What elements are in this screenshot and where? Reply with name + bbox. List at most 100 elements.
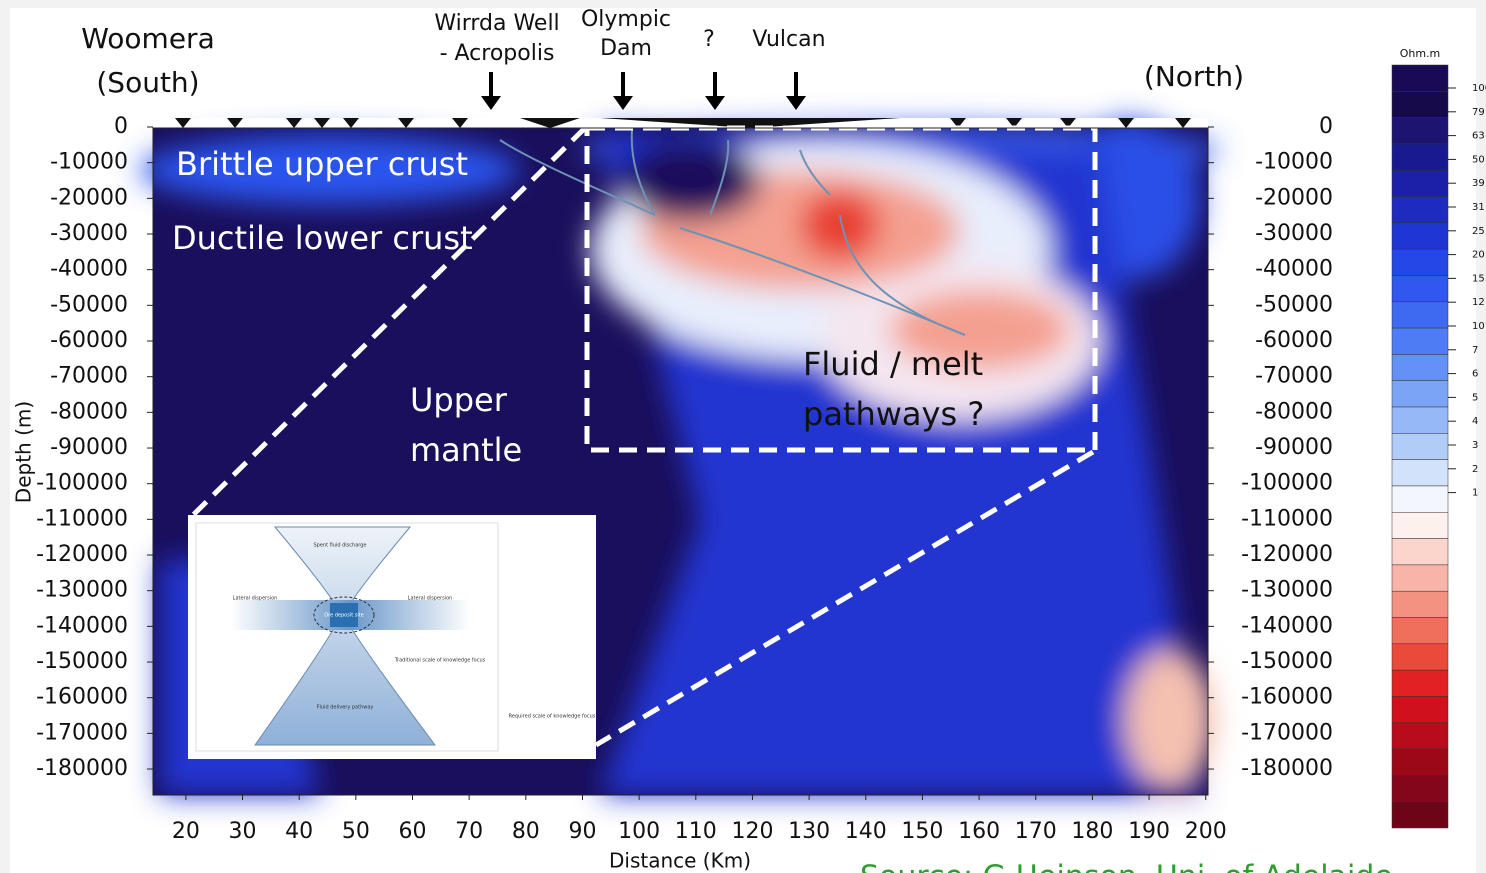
y2-tick-label: 0 [1319, 114, 1333, 139]
colorbar-label: Ohm.m [1400, 47, 1441, 60]
colorbar-tick-label: 6 [1472, 369, 1478, 380]
colorbar-step [1392, 433, 1448, 459]
chart: Spent fluid discharge Lateral dispersion… [0, 0, 1486, 873]
x-tick-label: 70 [455, 819, 483, 844]
colorbar-tick-label: 2 [1472, 464, 1478, 475]
y2-tick-label: -100000 [1241, 471, 1333, 496]
inset-label: Lateral dispersion [233, 596, 278, 602]
y2-tick-label: -160000 [1241, 685, 1333, 710]
y-tick-label: -50000 [50, 292, 128, 317]
annotation: Ductile lower crust [172, 219, 473, 257]
y2-tick-label: -170000 [1241, 720, 1333, 745]
x-tick-label: 130 [788, 819, 830, 844]
y-tick-label: -10000 [50, 150, 128, 175]
x-tick-label: 100 [618, 819, 660, 844]
source-note: Source: G Heinson, Uni. of Adelaide [860, 860, 1393, 873]
colorbar-step [1392, 354, 1448, 380]
y-tick-label: -150000 [36, 649, 128, 674]
colorbar-tick-label: 12 [1472, 297, 1485, 308]
y2-tick-label: -140000 [1241, 613, 1333, 638]
x-tick-label: 40 [285, 819, 313, 844]
inset-label: Lateral dispersion [408, 596, 453, 602]
inset-label: Required scale of knowledge focus [509, 714, 596, 720]
y-tick-label: -20000 [50, 185, 128, 210]
y2-tick-label: -130000 [1241, 578, 1333, 603]
x-axis-label: Distance (Km) [609, 849, 751, 873]
y-axis-label: Depth (m) [12, 401, 36, 503]
colorbar-tick-label: 63 [1472, 131, 1485, 142]
annotation: Fluid / melt [803, 345, 983, 383]
y-tick-label: -170000 [36, 720, 128, 745]
y-tick-label: -160000 [36, 685, 128, 710]
y2-tick-label: -150000 [1241, 649, 1333, 674]
colorbar-tick-label: 7 [1472, 345, 1478, 356]
y2-tick-label: -120000 [1241, 542, 1333, 567]
colorbar-step [1392, 407, 1448, 433]
colorbar-step [1392, 328, 1448, 354]
annotation: Vulcan [752, 27, 825, 52]
y2-tick-label: -40000 [1255, 257, 1333, 282]
colorbar-tick-label: 3 [1472, 440, 1478, 451]
colorbar-tick-label: 100 [1472, 83, 1486, 94]
inset-label: Fluid delivery pathway [317, 705, 374, 711]
y2-tick-label: -10000 [1255, 150, 1333, 175]
colorbar-step [1392, 618, 1448, 644]
colorbar-step [1392, 802, 1448, 828]
y-tick-label: -80000 [50, 399, 128, 424]
annotation: Brittle upper crust [176, 145, 468, 183]
y-tick-label: -120000 [36, 542, 128, 567]
x-tick-label: 80 [512, 819, 540, 844]
colorbar-step [1392, 302, 1448, 328]
y-tick-label: -140000 [36, 613, 128, 638]
colorbar-step [1392, 565, 1448, 591]
colorbar-tick-label: 1 [1472, 488, 1478, 499]
colorbar-tick-label: 4 [1472, 416, 1478, 427]
x-tick-label: 120 [731, 819, 773, 844]
colorbar-step [1392, 512, 1448, 538]
annotation: Wirrda Well [434, 11, 559, 36]
annotation: Upper [410, 381, 508, 419]
y-tick-label: -110000 [36, 506, 128, 531]
y-tick-label: -90000 [50, 435, 128, 460]
x-tick-label: 180 [1071, 819, 1113, 844]
colorbar-tick-label: 50 [1472, 154, 1485, 165]
colorbar-step [1392, 91, 1448, 117]
colorbar-step [1392, 644, 1448, 670]
y-tick-label: -70000 [50, 364, 128, 389]
x-tick-label: 170 [1015, 819, 1057, 844]
x-tick-label: 190 [1128, 819, 1170, 844]
y-tick-label: -30000 [50, 221, 128, 246]
colorbar-step [1392, 486, 1448, 512]
colorbar-step [1392, 749, 1448, 775]
colorbar-step [1392, 197, 1448, 223]
colorbar-step [1392, 275, 1448, 301]
x-tick-label: 150 [901, 819, 943, 844]
annotation: mantle [410, 431, 522, 469]
y2-tick-label: -180000 [1241, 756, 1333, 781]
y2-tick-label: -80000 [1255, 399, 1333, 424]
colorbar-tick-label: 39 [1472, 178, 1485, 189]
colorbar-tick-label: 79 [1472, 107, 1485, 118]
annotation: Woomera [81, 22, 214, 55]
colorbar-step [1392, 696, 1448, 722]
y-tick-label: -60000 [50, 328, 128, 353]
inset-label: Traditional scale of knowledge focus [394, 658, 486, 664]
x-tick-label: 200 [1185, 819, 1227, 844]
x-tick-label: 20 [172, 819, 200, 844]
colorbar-step [1392, 381, 1448, 407]
x-tick-label: 160 [958, 819, 1000, 844]
x-tick-label: 140 [845, 819, 887, 844]
colorbar-step [1392, 539, 1448, 565]
y2-tick-label: -70000 [1255, 364, 1333, 389]
colorbar-tick-label: 31 [1472, 202, 1485, 213]
annotation: Olympic [581, 7, 671, 32]
x-tick-label: 90 [568, 819, 596, 844]
colorbar-tick-label: 15 [1472, 273, 1485, 284]
colorbar-step [1392, 723, 1448, 749]
colorbar-tick-label: 10 [1472, 321, 1485, 332]
annotation: ? [703, 27, 715, 52]
annotation: - Acropolis [440, 41, 555, 66]
colorbar-step [1392, 223, 1448, 249]
colorbar-step [1392, 65, 1448, 91]
colorbar-tick-label: 25 [1472, 226, 1485, 237]
